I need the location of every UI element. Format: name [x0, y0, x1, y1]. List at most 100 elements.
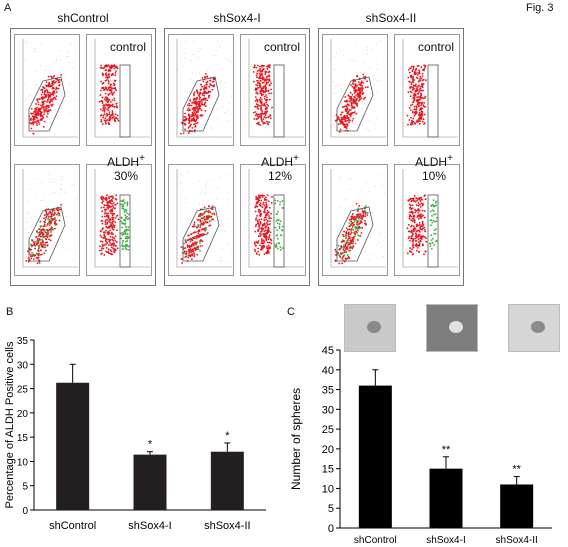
aldh-label-superscript: + — [139, 153, 145, 164]
gate-rectangle — [273, 64, 285, 138]
flow-group-box — [318, 28, 464, 286]
histogram-plot-cell — [240, 164, 306, 276]
aldh-label-text: ALDH — [261, 155, 294, 169]
aldh-percentage-bar-chart: 0 5 10 15 20 25 30 35 shControl * shSox4-I * shSox4-… — [4, 336, 266, 532]
control-label: control — [417, 40, 455, 54]
bar — [133, 454, 167, 510]
sphere-blob — [531, 321, 545, 333]
sphere-photo — [344, 304, 396, 352]
category-label: shSox4-I — [426, 535, 465, 546]
histogram-plot-cell — [86, 164, 152, 276]
flow-group-box — [10, 28, 156, 286]
flow-group-box — [164, 28, 310, 286]
bar — [429, 468, 463, 528]
histogram-plot-cell — [394, 164, 460, 276]
plot-axes — [176, 39, 232, 138]
plot-axes — [94, 39, 150, 138]
plot-axes — [94, 169, 150, 268]
gate-polygon — [28, 206, 66, 262]
gate-polygon — [336, 76, 374, 132]
gate-rectangle — [273, 194, 285, 268]
plot-axes — [248, 39, 304, 138]
category-label: shSox4-I — [128, 520, 171, 532]
histogram-plot-cell — [240, 34, 306, 146]
panel-b-letter: B — [6, 306, 14, 318]
aldh-label-text: ALDH — [107, 155, 140, 169]
y-tick-label: 10 — [17, 457, 29, 468]
y-tick-label: 30 — [17, 360, 29, 371]
y-tick-label: 5 — [328, 503, 334, 515]
plot-axes — [22, 39, 78, 138]
scatter-plot-cell — [14, 164, 80, 276]
category-label: shSox4-II — [204, 520, 250, 532]
y-tick-label: 40 — [322, 365, 334, 377]
y-tick-label: 25 — [322, 424, 334, 436]
scatter-plot-cell — [322, 34, 388, 146]
significance-marker: ** — [512, 464, 521, 476]
y-tick-label: 30 — [322, 404, 334, 416]
gate-rectangle — [427, 194, 439, 268]
aldh-label-superscript: + — [293, 153, 299, 164]
sphere-photo — [508, 304, 560, 352]
aldh-percentage: 12% — [267, 169, 293, 183]
scatter-plot-cell — [168, 34, 234, 146]
category-label: shControl — [354, 535, 397, 546]
aldh-label: ALDH+ 10% — [404, 152, 464, 183]
bar — [358, 385, 392, 528]
y-tick-label: 5 — [22, 482, 28, 493]
significance-marker: * — [225, 430, 230, 442]
control-label: control — [263, 40, 301, 54]
y-tick-label: 20 — [322, 444, 334, 456]
bar — [210, 451, 244, 510]
scatter-plot-cell — [14, 34, 80, 146]
aldh-label: ALDH+ 12% — [250, 152, 310, 183]
plot-axes — [402, 39, 458, 138]
group-title: shControl — [57, 11, 109, 25]
y-tick-label: 35 — [17, 336, 29, 347]
y-tick-label: 35 — [322, 385, 334, 397]
plot-axes — [248, 169, 304, 268]
sphere-count-bar-chart: 0 5 10 15 20 25 30 35 40 45 shControl ** shSox4-I ** s… — [289, 345, 552, 546]
y-axis-label: Percentage of ALDH Positive cells — [4, 341, 16, 508]
scatter-plot-cell — [168, 164, 234, 276]
aldh-percentage: 10% — [421, 169, 447, 183]
bar — [500, 484, 534, 528]
sphere-blob — [367, 321, 381, 333]
y-tick-label: 10 — [322, 483, 334, 495]
histogram-plot-cell — [86, 34, 152, 146]
significance-marker: * — [148, 439, 153, 451]
aldh-label: ALDH+ 30% — [96, 152, 156, 183]
y-tick-label: 0 — [328, 523, 334, 535]
sphere-blob — [449, 321, 463, 333]
y-tick-label: 25 — [17, 385, 29, 396]
panel-a-letter: A — [4, 2, 12, 14]
gate-rectangle — [427, 64, 439, 138]
gate-polygon — [28, 76, 66, 132]
y-tick-label: 0 — [22, 506, 28, 517]
scatter-plot-cell — [322, 164, 388, 276]
significance-marker: ** — [442, 444, 451, 456]
control-label: control — [109, 40, 147, 54]
y-axis-label: Number of spheres — [289, 388, 303, 490]
sphere-photo — [426, 304, 478, 352]
y-tick-label: 45 — [322, 345, 334, 357]
panel-c-letter: C — [287, 306, 295, 318]
gate-rectangle — [119, 194, 131, 268]
histogram-plot-cell — [394, 34, 460, 146]
aldh-label-text: ALDH — [415, 155, 448, 169]
plot-axes — [330, 39, 386, 138]
plot-axes — [22, 169, 78, 268]
group-title: shSox4-II — [365, 11, 417, 25]
bar — [56, 382, 90, 510]
plot-axes — [330, 169, 386, 268]
plot-axes — [176, 169, 232, 268]
gate-rectangle — [119, 64, 131, 138]
gate-polygon — [182, 76, 220, 132]
aldh-percentage: 30% — [113, 169, 139, 183]
plot-axes — [402, 169, 458, 268]
gate-polygon — [182, 206, 220, 262]
gate-polygon — [336, 206, 374, 262]
category-label: shControl — [49, 520, 96, 532]
category-label: shSox4-II — [496, 535, 538, 546]
figure-label: Fig. 3 — [526, 2, 554, 14]
